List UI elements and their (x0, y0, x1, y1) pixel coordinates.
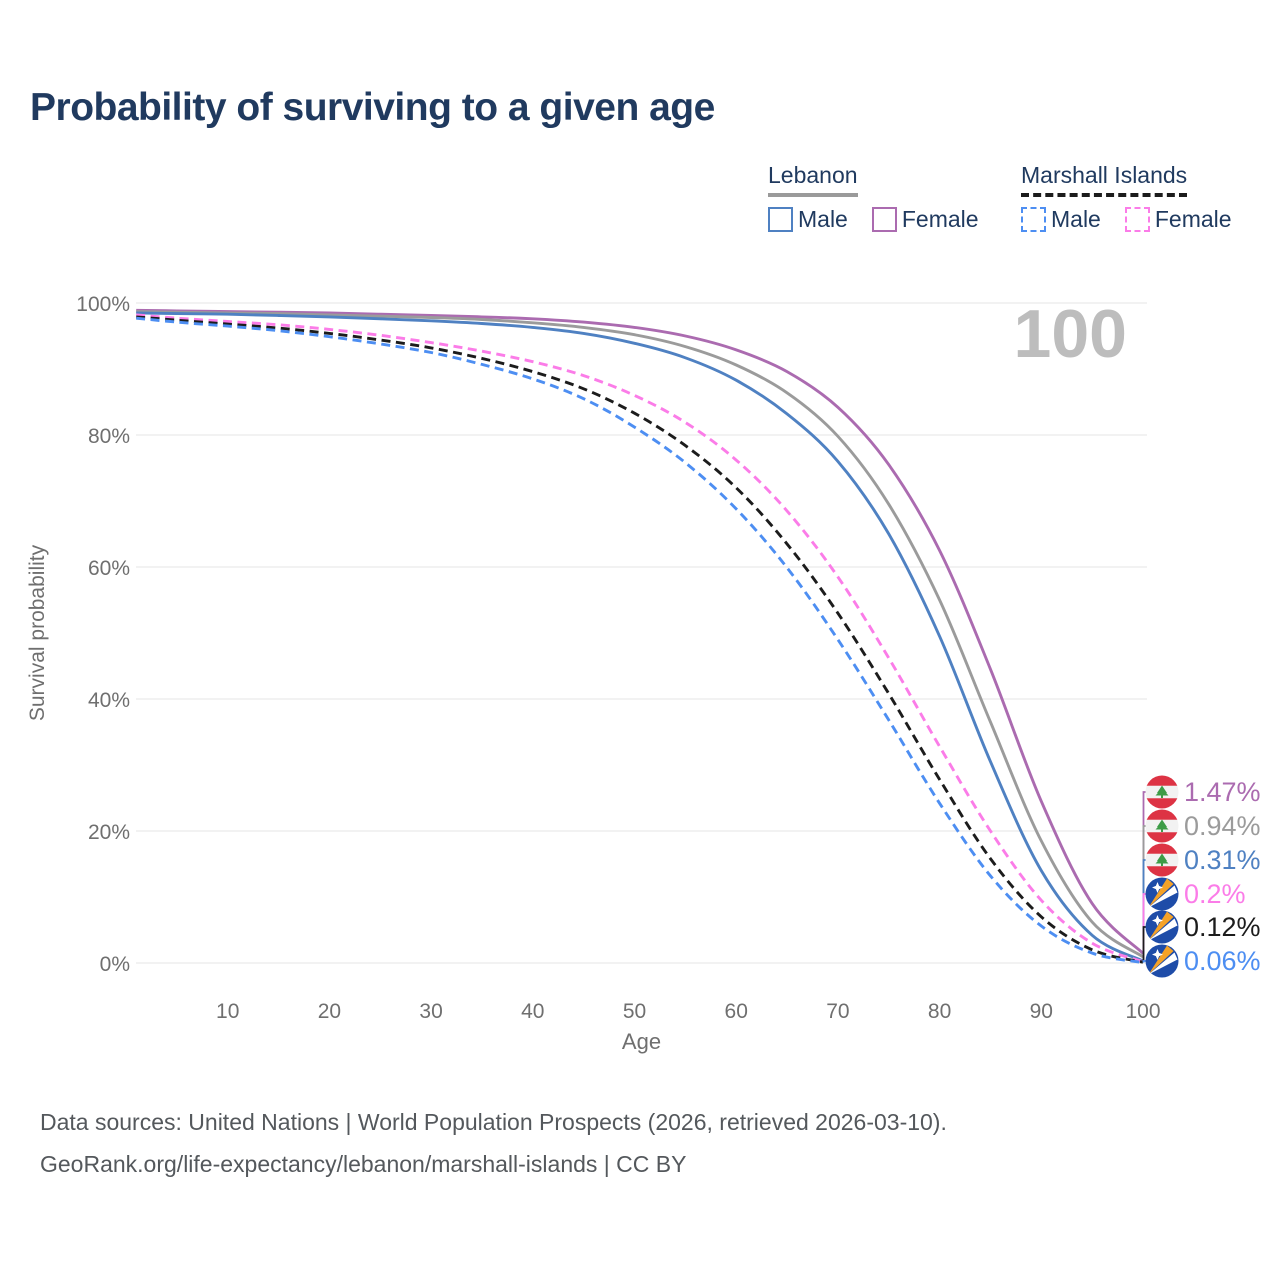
marshall-islands-flag-icon (1145, 944, 1179, 978)
x-tick-label: 40 (521, 1000, 544, 1023)
legend-label: Male (798, 206, 848, 232)
end-label-connector (1142, 926, 1146, 963)
series-line-lebanon-male[interactable] (136, 311, 1144, 963)
legend-label: Female (901, 206, 979, 232)
legend-label: Male (1051, 206, 1101, 232)
series-line-lebanon-female[interactable] (136, 308, 1145, 955)
x-tick-label: 60 (725, 1000, 748, 1023)
plot-area[interactable] (136, 290, 1147, 967)
legend-group-lebanon: Lebanon Male Female (768, 162, 979, 233)
series-line-marshall-islands-male[interactable] (136, 316, 1144, 965)
marshall-islands-flag-icon (1145, 877, 1179, 911)
x-tick-label: 50 (623, 1000, 646, 1023)
x-tick-label: 70 (826, 1000, 849, 1023)
footer-attribution-line: GeoRank.org/life-expectancy/lebanon/mars… (40, 1151, 687, 1177)
end-label-connector (1142, 960, 1146, 963)
end-value-label: 1.47% (1184, 777, 1261, 807)
series-line-marshall-islands-female[interactable] (136, 313, 1144, 964)
x-axis-title: Age (622, 1029, 661, 1054)
legend-item-marshall-islands-female[interactable]: Female (1124, 206, 1232, 233)
legend-label: Female (1154, 206, 1232, 232)
y-tick-label: 40% (88, 689, 130, 712)
end-value-label: 0.12% (1184, 912, 1261, 942)
age-watermark: 100 (1014, 296, 1127, 372)
chart-title: Probability of surviving to a given age (30, 86, 715, 129)
x-tick-label: 100 (1125, 1000, 1160, 1023)
lebanon-flag-icon (1145, 809, 1179, 843)
y-tick-label: 80% (88, 425, 130, 448)
legend-item-lebanon-male[interactable]: Male (768, 206, 848, 233)
lebanon-flag-icon (1145, 775, 1179, 809)
y-tick-label: 100% (76, 293, 130, 316)
data-sources-footer: Data sources: United Nations | World Pop… (40, 1101, 947, 1185)
marshall-islands-female-swatch-icon (1124, 207, 1150, 232)
y-axis-title: Survival probability (26, 544, 49, 721)
legend-item-lebanon-female[interactable]: Female (871, 206, 979, 233)
end-value-label: 0.94% (1184, 811, 1261, 841)
y-tick-label: 20% (88, 821, 130, 844)
x-tick-label: 80 (928, 1000, 951, 1023)
lebanon-male-swatch-icon (768, 207, 793, 232)
x-tick-label: 30 (419, 1000, 442, 1023)
x-tick-label: 90 (1030, 1000, 1053, 1023)
marshall-islands-male-swatch-icon (1021, 207, 1046, 232)
end-value-label: 0.2% (1184, 879, 1246, 909)
footer-sources-line: Data sources: United Nations | World Pop… (40, 1109, 947, 1135)
legend-group-marshall-islands: Marshall Islands Male Female (1021, 162, 1232, 233)
marshall-islands-flag-icon (1145, 910, 1179, 944)
end-value-label: 0.06% (1184, 946, 1261, 976)
x-tick-label: 20 (318, 1000, 341, 1023)
series-line-marshall-islands-both-sexes[interactable] (136, 315, 1144, 964)
end-value-label: 0.31% (1184, 845, 1261, 875)
x-tick-label: 10 (216, 1000, 239, 1023)
legend-heading-marshall-islands: Marshall Islands (1021, 162, 1188, 197)
lebanon-flag-icon (1145, 843, 1179, 877)
y-tick-label: 60% (88, 557, 130, 580)
y-tick-label: 0% (100, 953, 130, 976)
lebanon-female-swatch-icon (871, 207, 897, 232)
series-line-lebanon-both-sexes[interactable] (136, 310, 1144, 959)
legend-item-marshall-islands-male[interactable]: Male (1021, 206, 1101, 233)
legend-heading-lebanon: Lebanon (768, 162, 858, 197)
